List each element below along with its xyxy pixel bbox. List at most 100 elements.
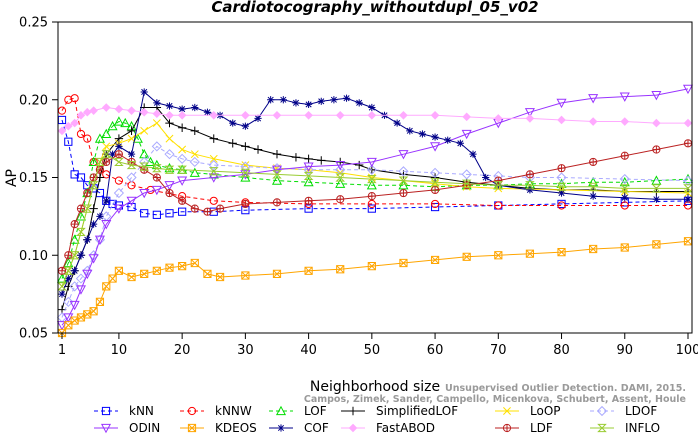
series-line-lof: [61, 120, 689, 279]
data-point: [557, 189, 566, 197]
data-point: [70, 118, 79, 128]
data-point: [303, 162, 314, 172]
data-point: [69, 281, 80, 292]
data-point: [651, 90, 662, 101]
data-point: [241, 142, 250, 151]
data-point: [494, 201, 503, 210]
data-point: [208, 167, 219, 176]
data-point: [95, 157, 105, 167]
data-point: [271, 175, 283, 185]
legend-label: SimplifiedLOF: [376, 404, 458, 418]
data-point: [114, 176, 124, 185]
data-point: [355, 99, 363, 107]
data-point: [190, 126, 199, 136]
data-point: [652, 195, 660, 203]
legend-item-lof: LOF: [269, 404, 327, 418]
legend-item-inflo: INFLO: [590, 421, 660, 434]
data-point: [215, 272, 225, 282]
data-point: [525, 170, 535, 179]
legend-label: LoOP: [530, 404, 561, 418]
data-point: [209, 134, 218, 143]
data-point: [82, 107, 92, 117]
data-point: [304, 266, 313, 275]
data-point: [241, 199, 250, 209]
data-point: [335, 178, 346, 188]
data-point: [203, 207, 212, 216]
data-point: [64, 137, 73, 146]
data-point: [398, 180, 409, 190]
legend-item-ldf: LDF: [495, 421, 553, 434]
data-point: [189, 167, 200, 177]
data-point: [241, 122, 249, 130]
data-point: [619, 184, 630, 193]
data-point: [589, 244, 598, 254]
data-point: [526, 186, 534, 194]
data-point: [101, 220, 112, 230]
data-point: [589, 157, 598, 167]
data-point: [272, 149, 282, 159]
data-point: [165, 263, 174, 272]
data-point: [430, 110, 440, 120]
data-point: [164, 165, 175, 174]
data-point: [56, 312, 68, 323]
data-point: [493, 181, 504, 190]
data-point: [557, 164, 566, 173]
legend-item-odin: ODIN: [94, 421, 160, 434]
data-point: [57, 126, 67, 136]
data-point: [557, 201, 566, 210]
data-point: [70, 94, 79, 103]
series-cof: [58, 88, 692, 298]
watermark-line-1: Unsupervised Outlier Detection. DAMI, 20…: [445, 383, 686, 394]
data-point: [367, 199, 376, 209]
data-point: [229, 119, 237, 127]
data-point: [418, 130, 427, 138]
data-point: [336, 195, 345, 204]
data-point: [69, 234, 80, 244]
data-point: [82, 204, 93, 213]
data-point: [57, 106, 67, 115]
data-point: [77, 251, 85, 259]
data-point: [114, 104, 124, 114]
data-point: [101, 150, 112, 159]
data-point: [114, 157, 124, 167]
data-point: [430, 185, 440, 195]
data-point: [108, 274, 117, 283]
data-point: [272, 170, 282, 179]
series-lof: [56, 116, 694, 283]
data-point: [272, 110, 282, 120]
legend-label: COF: [304, 421, 329, 434]
data-point: [108, 199, 117, 209]
data-point: [139, 148, 150, 159]
legend-marker: [348, 423, 358, 433]
data-point: [241, 271, 250, 280]
y-tick-label: 0.05: [19, 327, 48, 342]
data-point: [165, 102, 174, 110]
data-point: [684, 195, 692, 203]
data-point: [367, 192, 376, 201]
legend-item-knn: kNN: [94, 404, 154, 418]
data-point: [215, 204, 225, 213]
data-point: [113, 204, 124, 214]
data-point: [178, 207, 187, 216]
data-point: [69, 300, 80, 311]
data-point: [58, 290, 66, 298]
data-point: [335, 173, 346, 182]
data-point: [76, 204, 86, 213]
data-point: [406, 127, 414, 135]
legend-item-cof: COF: [269, 421, 329, 434]
data-point: [620, 201, 629, 210]
data-point: [178, 105, 186, 113]
data-point: [203, 269, 212, 279]
data-point: [102, 197, 110, 205]
legend: kNN kNNW LOF SimplifiedLOF LoOP LDOF ODIN KDEOS…: [94, 404, 660, 434]
data-point: [76, 110, 86, 120]
watermark-line-2: Campos, Zimek, Sander, Campello, Micenko…: [304, 394, 686, 405]
legend-marker: [101, 406, 111, 416]
data-point: [209, 196, 218, 205]
data-point: [367, 110, 377, 120]
data-point: [189, 156, 200, 168]
series-line-knn: [61, 119, 689, 216]
data-point: [165, 134, 174, 143]
data-point: [101, 128, 112, 139]
data-point: [279, 96, 287, 104]
